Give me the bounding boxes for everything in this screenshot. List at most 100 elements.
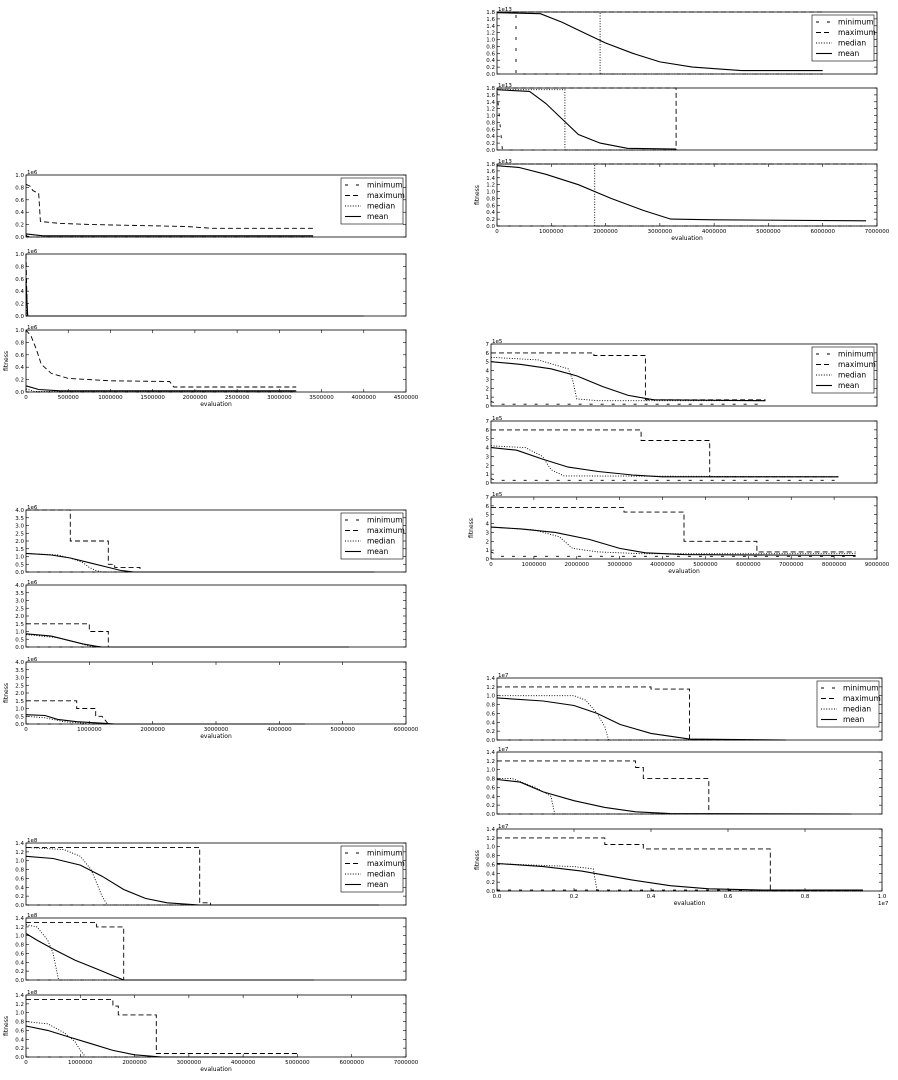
series-line-median — [490, 445, 839, 478]
x-tick-label: 6000000 — [810, 229, 835, 235]
y-tick-label: 1.4 — [486, 100, 495, 106]
x-axis-label: evaluation — [200, 733, 232, 740]
y-tick-label: 0.6 — [15, 198, 24, 204]
y-tick-label: 1.2 — [486, 183, 495, 189]
y-tick-label: 3.5 — [15, 591, 24, 597]
series-line-median — [25, 278, 364, 317]
series-line-mean — [25, 233, 314, 237]
y-multiplier-label: 1e13 — [498, 159, 512, 165]
y-axis-label: fitness — [474, 850, 481, 870]
y-tick-label: 4.0 — [15, 583, 24, 589]
y-tick-label: 1.4 — [486, 676, 495, 682]
y-tick-label: 4.0 — [15, 660, 24, 666]
y-tick-label: 2.5 — [15, 683, 24, 689]
x-tick-label: 0.6 — [724, 894, 733, 900]
y-tick-label: 1.5 — [15, 622, 24, 628]
series-line-mean — [25, 855, 379, 906]
y-tick-label: 1.0 — [15, 859, 24, 865]
y-tick-label: 0.6 — [15, 876, 24, 882]
y-tick-label: 0.2 — [486, 217, 495, 223]
y-multiplier-label: 1e13 — [498, 83, 512, 89]
y-multiplier-label: 1e7 — [498, 747, 509, 753]
series-line-mean — [25, 281, 364, 317]
legend-label-mean: mean — [843, 715, 865, 724]
x-tick-label: 6000000 — [394, 727, 419, 733]
series-line-maximum — [497, 837, 863, 892]
x-tick-label: 1000000 — [522, 562, 547, 568]
legend-label-minimum: minimum — [367, 516, 403, 525]
y-tick-label: 0.4 — [15, 289, 24, 295]
y-multiplier-label: 1e8 — [27, 990, 38, 996]
series-line-maximum — [491, 429, 839, 478]
y-tick-label: 3.0 — [15, 599, 24, 605]
legend-label-minimum: minimum — [838, 350, 874, 359]
y-tick-label: 0 — [486, 481, 490, 487]
y-tick-label: 6 — [486, 351, 490, 357]
y-tick-label: 0.8 — [486, 196, 495, 202]
x-tick-label: 1500000 — [140, 395, 165, 401]
y-tick-label: 0.4 — [486, 134, 495, 140]
x-tick-label: 4000000 — [650, 562, 675, 568]
y-tick-label: 2.5 — [15, 531, 24, 537]
chart-panel-right-2-1: 0 1 2 3 4 5 6 7 1e5 — [486, 416, 878, 487]
y-tick-label: 0.4 — [486, 871, 495, 877]
y-tick-label: 0.4 — [486, 210, 495, 216]
legend-label-maximum: maximum — [367, 859, 405, 868]
y-tick-label: 3 — [486, 377, 490, 383]
x-tick-label: 2000000 — [565, 562, 590, 568]
chart-panel-right-1-0: 0.00.20.40.60.81.01.21.41.61.8 1e13 minimu… — [486, 7, 878, 78]
series-line-mean — [496, 12, 823, 72]
y-tick-label: 3 — [486, 530, 490, 536]
series-line-mean — [25, 714, 305, 725]
y-tick-label: 0.2 — [15, 223, 24, 229]
y-tick-label: 0.2 — [486, 803, 495, 809]
y-tick-label: 1.0 — [15, 934, 24, 940]
legend-label-minimum: minimum — [838, 18, 874, 27]
y-tick-label: 0.0 — [486, 738, 495, 744]
y-tick-label: 0.0 — [15, 314, 24, 320]
y-tick-label: 4 — [486, 522, 490, 528]
y-multiplier-label: 1e5 — [492, 416, 503, 422]
y-tick-label: 2 — [486, 463, 490, 469]
y-tick-label: 0.0 — [15, 645, 24, 651]
series-line-maximum — [26, 700, 305, 725]
series-line-minimum — [490, 401, 766, 405]
chart-panel-left-3-2: 0.0 0.2 0.4 0.6 0.8 1.0 1.2 1.4 1e8 0 1000000 20000… — [3, 990, 419, 1073]
y-tick-label: 1.6 — [486, 93, 495, 99]
y-tick-label: 0.0 — [486, 889, 495, 895]
y-tick-label: 1.0 — [486, 694, 495, 700]
series-line-median — [25, 234, 314, 238]
x-tick-label: 4500000 — [394, 395, 419, 401]
series-line-maximum — [26, 623, 349, 648]
y-tick-label: 1.4 — [15, 993, 24, 999]
y-tick-label: 0.4 — [15, 885, 24, 891]
chart-panel-left-2-1: 0.0 0.51.0 1.5 2.0 2.53.0 3.5 4.0 1e6 — [15, 580, 407, 651]
y-tick-label: 0.8 — [486, 777, 495, 783]
plot-frame — [496, 11, 878, 75]
series-line-mean — [490, 447, 839, 478]
x-tick-label: 5000000 — [693, 562, 718, 568]
series-line-maximum — [25, 253, 364, 317]
legend-label-maximum: maximum — [367, 526, 405, 535]
y-tick-label: 1 — [486, 472, 490, 478]
x-tick-label: 0.0 — [493, 894, 502, 900]
chart-panel-right-3-0: 0.0 0.2 0.4 0.6 0.8 1.0 1.2 1.4 1e7 minimummaximu… — [486, 673, 883, 744]
series-line-mean — [496, 165, 867, 222]
x-tick-label: 0.4 — [647, 894, 656, 900]
x-tick-label: 0 — [24, 727, 28, 733]
x-tick-label: 7000000 — [394, 1060, 419, 1066]
series-line-minimum — [497, 11, 823, 75]
chart-panel-right-1-2: 0.00.20.40.60.81.01.21.41.61.8 1e13 0 10000… — [474, 159, 890, 242]
y-tick-label: 7 — [486, 342, 490, 348]
series-line-maximum — [26, 509, 375, 573]
y-tick-label: 0.0 — [486, 148, 495, 154]
y-tick-label: 0.6 — [486, 785, 495, 791]
series-line-mean — [496, 778, 852, 815]
y-tick-label: 3.0 — [15, 524, 24, 530]
y-tick-label: 1.6 — [486, 169, 495, 175]
chart-panel-left-1-2: 0.0 0.2 0.4 0.6 0.8 1.0 1e6 0 500000 1000000 15000… — [3, 325, 419, 408]
y-tick-label: 0.6 — [486, 127, 495, 133]
legend-label-minimum: minimum — [843, 684, 879, 693]
